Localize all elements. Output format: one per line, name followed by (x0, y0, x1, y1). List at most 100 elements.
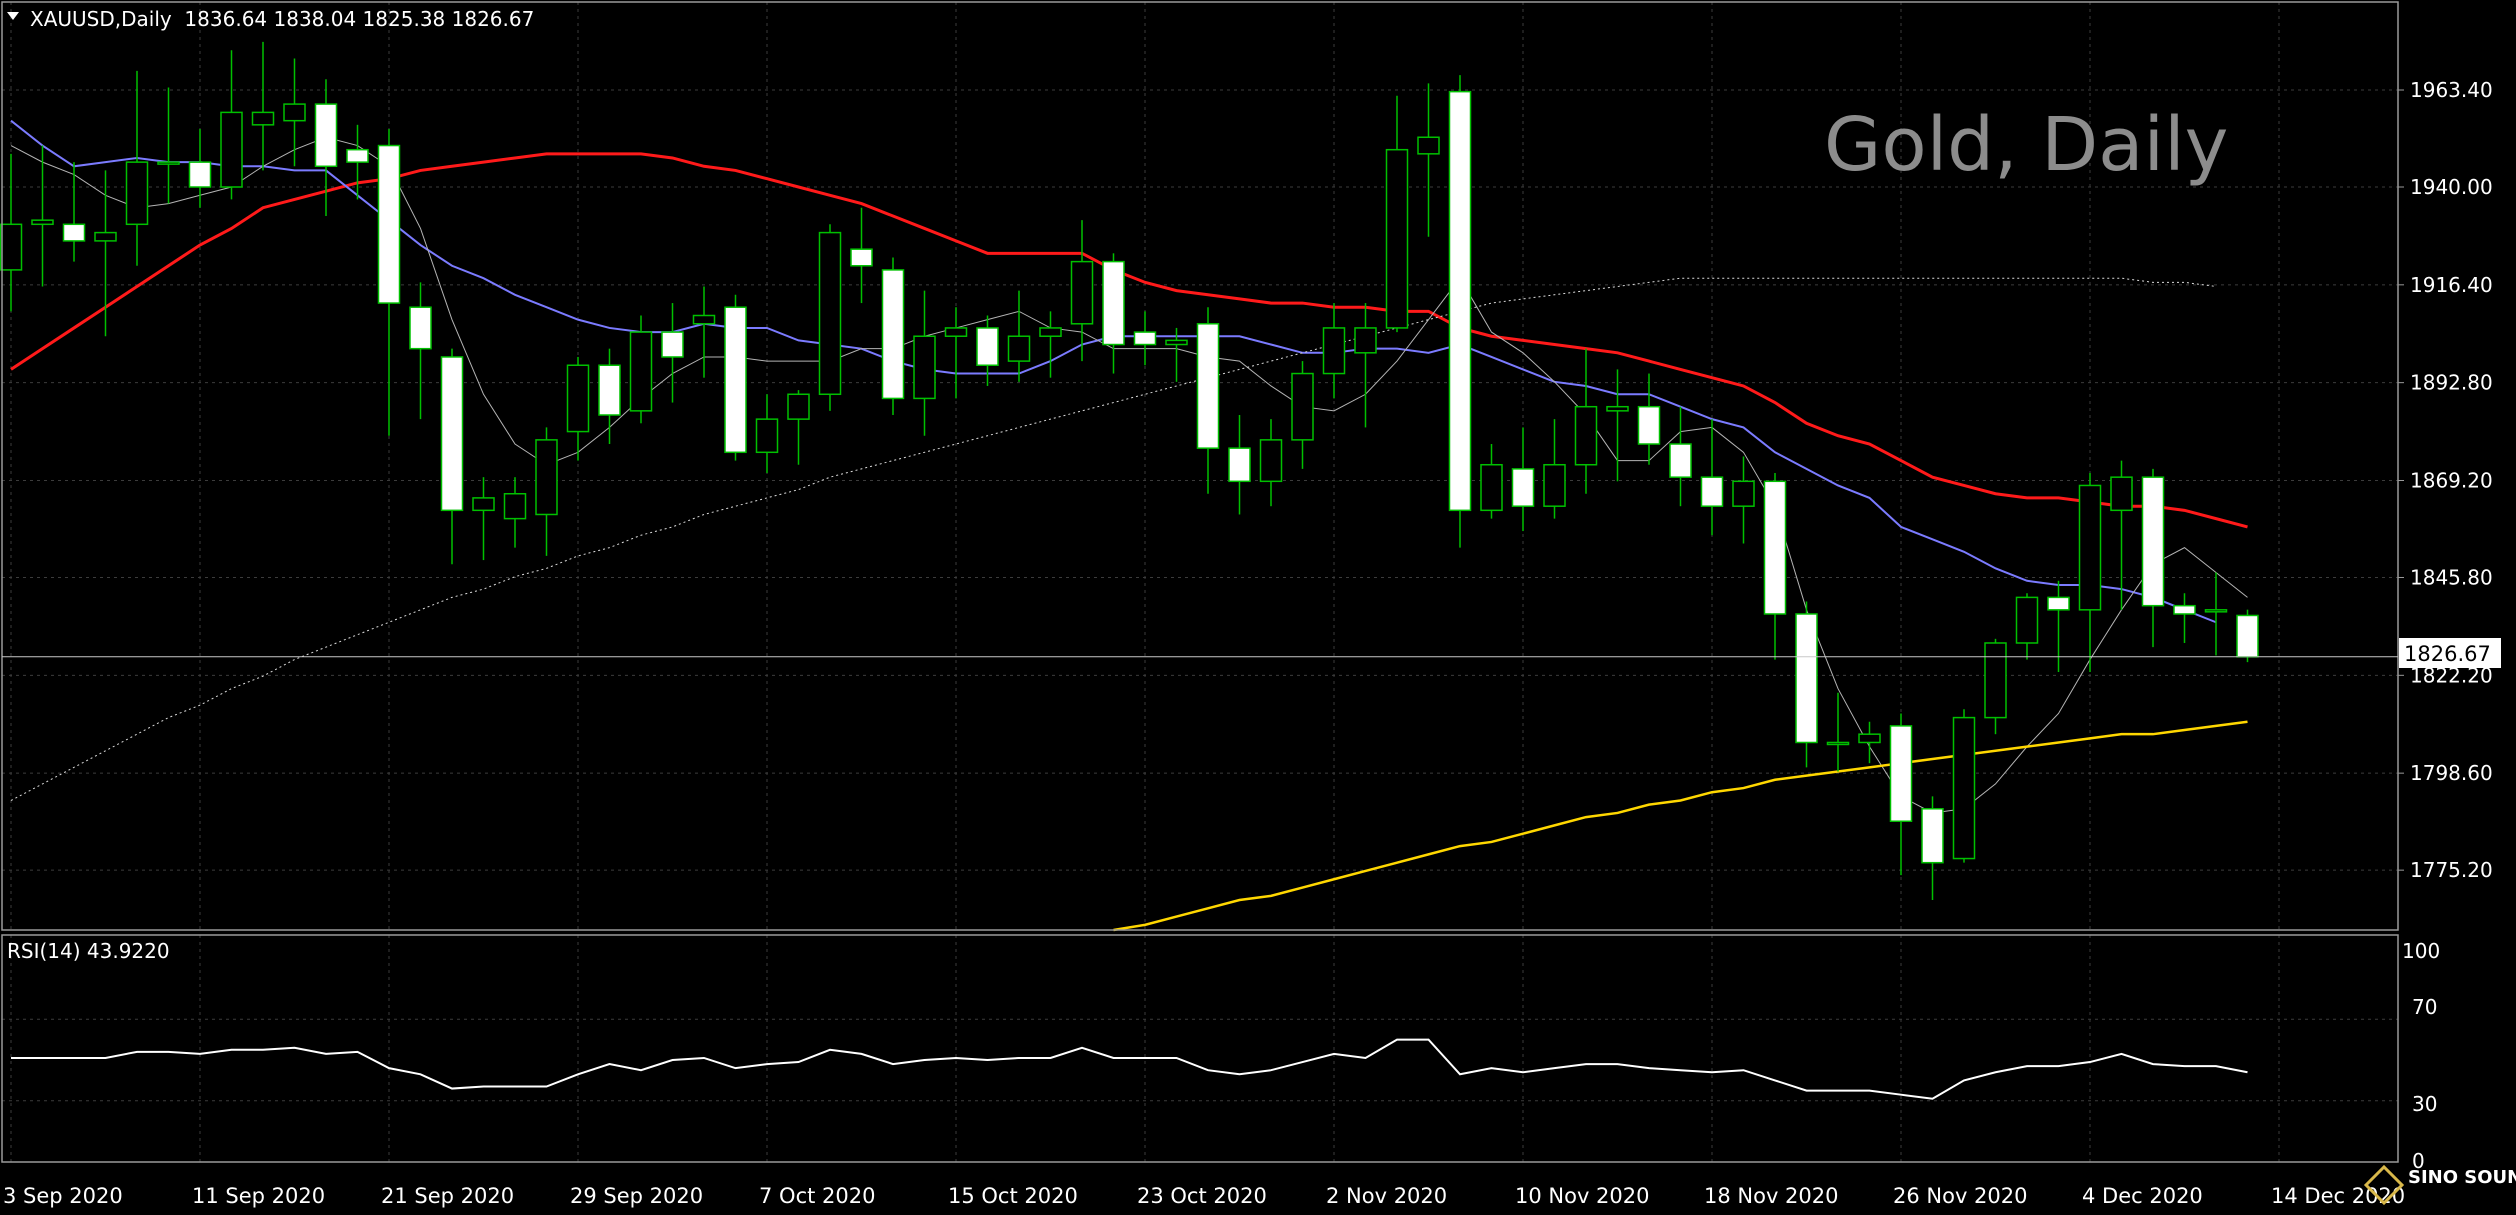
x-tick-label: 10 Nov 2020 (1515, 1184, 1650, 1208)
candle (1165, 327, 1188, 382)
candle (724, 294, 747, 461)
candle-body (1858, 733, 1881, 744)
candle-body (1826, 741, 1850, 746)
candle-body (2078, 484, 2102, 611)
candle (850, 207, 873, 304)
candle (62, 162, 86, 262)
candle-body (1637, 405, 1661, 445)
candle-body (1133, 331, 1157, 346)
candles (0, 41, 2259, 900)
candle (913, 290, 936, 436)
candle-body (1732, 480, 1755, 507)
candle (346, 124, 369, 200)
candle (1858, 721, 1881, 764)
candle (1606, 369, 1629, 482)
candle (1228, 414, 1251, 515)
candle (472, 477, 495, 561)
candle (818, 224, 842, 411)
rsi-level-70: 70 (2412, 995, 2437, 1019)
candle-body (692, 314, 716, 325)
candle-body (2015, 596, 2039, 644)
candle (661, 303, 684, 403)
candle-body (1165, 339, 1188, 346)
candle-body (0, 223, 23, 271)
candle-body (94, 231, 117, 242)
candle (1259, 419, 1283, 507)
candle-body (1259, 439, 1283, 483)
candle (1448, 75, 1472, 548)
y-tick-label: 1940.00 (2410, 175, 2493, 199)
x-tick-label: 21 Sep 2020 (381, 1184, 514, 1208)
candle-body (1952, 716, 1976, 860)
candle-body (1574, 405, 1598, 466)
candle-body (724, 306, 747, 454)
moving-average-yellow (1113, 720, 2248, 932)
candle-body (1102, 260, 1125, 346)
candle (1700, 419, 1724, 536)
x-tick-label: 23 Oct 2020 (1137, 1184, 1267, 1208)
candle (1732, 456, 1755, 544)
candle (220, 50, 243, 200)
y-tick-label: 1845.80 (2410, 565, 2493, 589)
candle (2236, 609, 2259, 663)
candle (1322, 303, 1346, 399)
candle (1385, 95, 1409, 333)
candle (1826, 692, 1850, 772)
candle-body (1984, 642, 2007, 719)
candle-body (850, 248, 873, 267)
candle (2078, 473, 2102, 672)
candle (1070, 220, 1094, 362)
candle-body (2047, 596, 2070, 611)
candle-body (188, 161, 212, 188)
candle-body (787, 393, 810, 420)
rsi-label: RSI(14) 43.9220 (7, 939, 170, 963)
price-panel-frame (1, 1, 2399, 931)
candle-body (1889, 725, 1913, 822)
candle-body (251, 111, 275, 126)
chart-watermark: Gold, Daily (1824, 102, 2228, 188)
candle-body (1448, 90, 1472, 512)
candle (157, 87, 180, 204)
sino-sound-logo: SINO SOUND (2363, 1164, 2516, 1206)
candle (0, 153, 23, 312)
candle-body (283, 103, 306, 122)
candle (629, 315, 653, 424)
candle-body (1196, 323, 1220, 449)
symbol-header: XAUUSD,Daily 1836.64 1838.04 1825.38 182… (30, 7, 534, 31)
candle (944, 307, 968, 399)
candle-body (1669, 443, 1692, 478)
x-tick-label: 18 Nov 2020 (1704, 1184, 1839, 1208)
candle-body (31, 219, 54, 226)
candle-body (2110, 476, 2133, 512)
candle-body (1228, 447, 1251, 483)
candle-body (1700, 476, 1724, 507)
candle-body (1417, 136, 1440, 155)
candle (94, 170, 117, 337)
candle (31, 145, 54, 287)
candle-body (472, 497, 495, 512)
candle-body (976, 327, 999, 366)
candle-body (377, 144, 401, 304)
candle (1102, 253, 1125, 374)
candle-body (881, 269, 905, 400)
candle (1763, 473, 1787, 660)
candle (1574, 348, 1598, 494)
dropdown-triangle-icon[interactable] (7, 12, 19, 20)
y-tick-label: 1869.20 (2410, 468, 2493, 492)
candle-body (913, 335, 936, 400)
candle (251, 41, 275, 171)
candle (503, 477, 527, 548)
rsi-panel-frame (1, 934, 2399, 1163)
candle-body (2204, 609, 2228, 613)
candle-body (1385, 148, 1409, 329)
candle (1196, 307, 1220, 494)
candle (2204, 572, 2228, 656)
rsi-level-100: 100 (2402, 939, 2440, 963)
candle-body (629, 331, 653, 412)
candle (1480, 444, 1503, 519)
x-tick-label: 26 Nov 2020 (1893, 1184, 2028, 1208)
candle-body (661, 331, 684, 358)
x-tick-label: 2 Nov 2020 (1326, 1184, 1447, 1208)
candle (440, 348, 464, 565)
